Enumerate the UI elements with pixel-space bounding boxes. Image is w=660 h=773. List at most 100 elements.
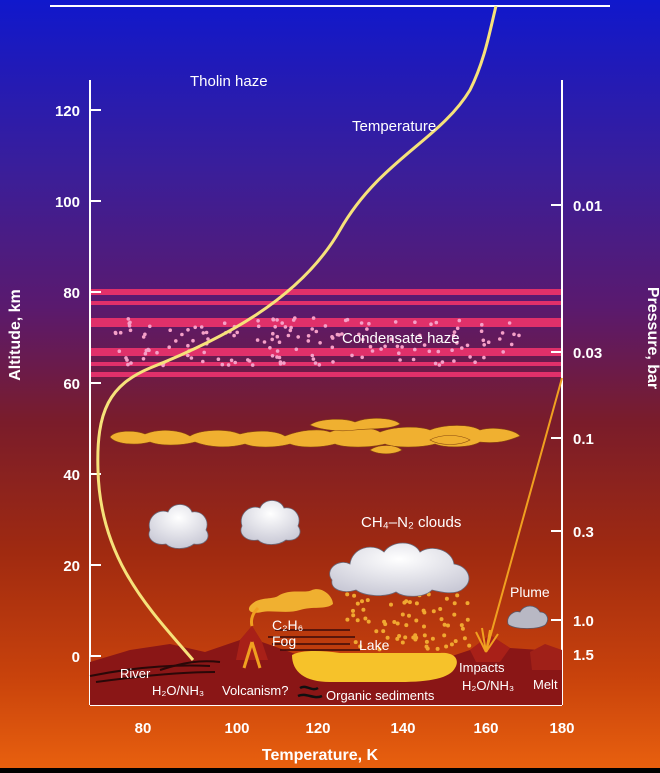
rain-dot <box>465 601 470 606</box>
haze-dot <box>512 332 516 337</box>
haze-dot <box>275 355 279 359</box>
right-tick-labels: 0.01 0.03 0.1 0.3 1.0 1.5 <box>573 198 602 664</box>
haze-dot <box>317 363 322 367</box>
haze-dot <box>280 321 285 325</box>
haze-dot <box>180 332 184 337</box>
haze-dot <box>270 354 275 358</box>
haze-dot <box>288 328 293 333</box>
rain-dot <box>377 647 382 652</box>
haze-dot <box>220 362 225 367</box>
haze-dot <box>452 359 456 363</box>
river-lines <box>89 660 221 683</box>
haze-dot <box>468 355 472 359</box>
rain-dot <box>438 607 443 611</box>
impacts-label: Impacts <box>459 660 505 675</box>
ch4-n2-clouds-label: CH₄–N₂ clouds <box>361 514 461 531</box>
haze-dot <box>143 351 148 356</box>
lake-label: Lake <box>359 637 390 653</box>
haze-dot <box>226 363 231 367</box>
haze-dot <box>323 324 328 328</box>
haze-dot <box>451 333 456 338</box>
haze-dot <box>359 321 364 325</box>
altitude-tick: 0 <box>72 649 80 666</box>
haze-dot <box>479 329 484 334</box>
temperature-tick: 100 <box>224 720 249 737</box>
haze-dot <box>168 328 172 333</box>
diagram-labels: Tholin haze Temperature Condensate haze … <box>120 73 558 703</box>
haze-dot <box>457 318 462 323</box>
rain-dot <box>414 601 419 606</box>
haze-dot <box>482 355 486 360</box>
haze-dot <box>113 330 118 335</box>
rain-dot <box>424 639 429 644</box>
haze-dot <box>204 330 209 335</box>
plume-cloud-grey <box>507 605 548 629</box>
haze-dot <box>310 353 315 358</box>
rain-dot <box>351 613 356 618</box>
haze-dot <box>275 318 279 322</box>
haze-dot <box>283 325 288 329</box>
rain-dot <box>385 635 390 640</box>
rain-dot <box>365 598 370 603</box>
c2h6-label: C₂H₆ <box>272 617 303 633</box>
rain-dot <box>355 618 360 623</box>
haze-dot <box>255 338 260 342</box>
fog-lines <box>268 629 360 651</box>
h2o-nh3-right-label: H₂O/NH₃ <box>462 678 514 693</box>
rain-dot <box>442 622 447 627</box>
haze-dot <box>306 334 311 338</box>
haze-dot <box>146 347 150 352</box>
rain-dot <box>407 600 412 605</box>
rain-dot <box>389 602 393 607</box>
haze-dot <box>331 360 335 364</box>
haze-dot <box>343 318 348 323</box>
haze-dot <box>455 341 459 345</box>
haze-dot <box>232 333 236 338</box>
pressure-tick: 1.0 <box>573 613 594 630</box>
rain-dot <box>452 612 457 617</box>
temperature-curve <box>96 5 498 661</box>
haze-dot <box>433 361 438 366</box>
haze-dot <box>411 357 416 362</box>
haze-dot <box>450 348 454 353</box>
haze-dot <box>189 356 194 360</box>
haze-dot <box>124 356 128 360</box>
haze-dot <box>465 343 470 348</box>
haze-dot <box>311 357 316 361</box>
rain-dot <box>449 642 454 647</box>
haze-dot <box>480 322 484 327</box>
rain-dot <box>444 596 449 601</box>
rain-dot <box>422 624 426 629</box>
altitude-tick: 40 <box>63 467 80 484</box>
altitude-tick: 20 <box>63 558 80 575</box>
haze-dot <box>186 353 190 358</box>
haze-dot <box>389 337 394 342</box>
haze-dot <box>398 358 402 362</box>
plume-label: Plume <box>510 584 550 600</box>
haze-dot <box>400 345 404 349</box>
haze-dot <box>418 333 422 338</box>
condensate-haze-bands <box>90 289 562 377</box>
rain-dot <box>353 640 358 645</box>
rain-dot <box>404 623 409 628</box>
haze-dot <box>126 362 130 367</box>
haze-dot <box>361 337 365 342</box>
haze-dot <box>289 325 293 330</box>
haze-dot <box>277 340 282 345</box>
rain-dot <box>397 634 402 638</box>
rain-dot <box>422 610 427 615</box>
haze-dot <box>306 339 311 343</box>
rain-dot <box>381 629 386 634</box>
haze-dot <box>350 353 354 358</box>
rain-dot <box>442 633 447 638</box>
rain-dot <box>453 639 458 644</box>
rain-dot <box>439 617 444 622</box>
haze-dot <box>202 350 206 355</box>
right-axis-title: Pressure, bar <box>644 287 660 389</box>
x-axis-title: Temperature, K <box>262 747 379 764</box>
altitude-tick: 100 <box>55 194 80 211</box>
haze-dot <box>148 324 152 329</box>
haze-dot <box>278 362 283 366</box>
haze-dot <box>482 343 487 347</box>
